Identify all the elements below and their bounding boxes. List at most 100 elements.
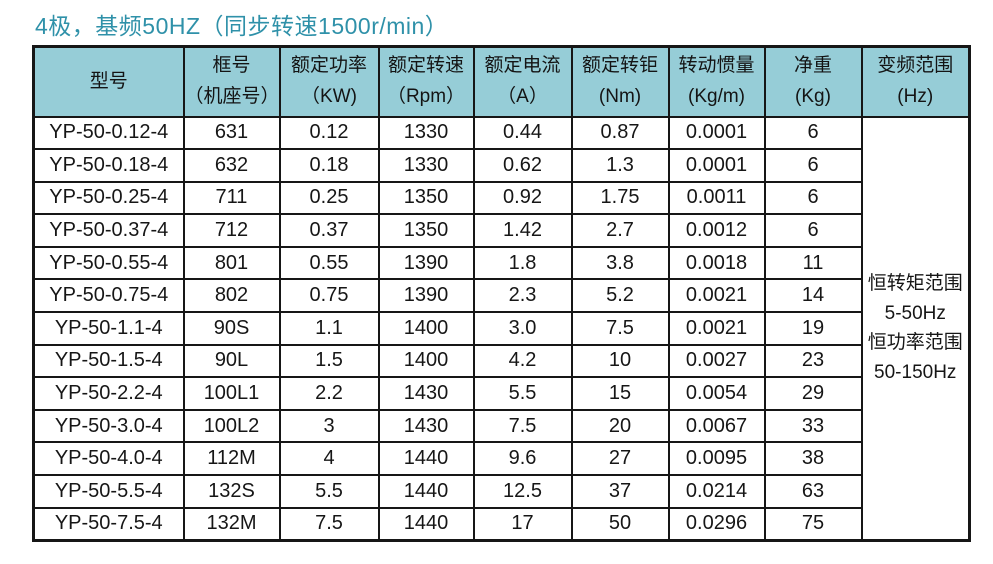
table-row: YP-50-7.5-4 132M 7.5 1440 17 50 0.0296 7… [32, 506, 970, 542]
cell-power: 5.5 [278, 474, 380, 509]
cell-torque: 27 [570, 441, 670, 477]
cell-speed: 1390 [377, 278, 475, 314]
cell-speed: 1430 [377, 408, 475, 444]
cell-weight: 33 [763, 408, 863, 444]
freq-range-line: 50-150Hz [874, 361, 957, 383]
cell-inertia: 0.0054 [667, 376, 766, 411]
header-rated-speed: 额定转速 （Rpm） [377, 45, 475, 118]
cell-torque: 50 [570, 506, 670, 542]
header-frame-line2: （机座号） [184, 85, 280, 107]
header-rated-current-line1: 额定电流 [484, 55, 561, 77]
cell-frame: 90L [182, 343, 281, 379]
header-row: 型号 框号 （机座号） 额定功率 （KW) 额定转速 （Rpm） 额定电流 （A… [32, 45, 971, 118]
header-rated-current-line2: （A） [497, 85, 548, 107]
cell-weight: 6 [763, 115, 863, 151]
table-header: 型号 框号 （机座号） 额定功率 （KW) 额定转速 （Rpm） 额定电流 （A… [32, 45, 971, 118]
cell-weight: 6 [763, 213, 863, 248]
cell-model: YP-50-5.5-4 [32, 474, 185, 509]
cell-inertia: 0.0021 [667, 278, 766, 314]
header-model-label: 型号 [89, 70, 128, 92]
cell-weight: 14 [763, 278, 863, 314]
cell-torque: 2.7 [570, 213, 670, 248]
cell-model: YP-50-0.12-4 [32, 115, 185, 151]
cell-weight: 23 [763, 343, 863, 379]
header-rated-speed-line2: （Rpm） [386, 85, 466, 107]
cell-power: 1.1 [278, 311, 380, 346]
header-rated-power-line2: （KW) [301, 85, 357, 107]
header-model: 型号 [32, 45, 185, 118]
table-row: YP-50-1.1-4 90S 1.1 1400 3.0 7.5 0.0021 … [32, 311, 970, 346]
cell-inertia: 0.0001 [667, 115, 766, 151]
freq-range-line: 恒功率范围 [867, 332, 963, 354]
cell-current: 0.44 [472, 115, 573, 151]
cell-model: YP-50-0.75-4 [32, 278, 185, 314]
cell-torque: 5.2 [570, 278, 670, 314]
cell-speed: 1440 [377, 474, 475, 509]
cell-frame: 802 [182, 278, 281, 314]
cell-frame: 132M [182, 506, 281, 542]
page-title: 4极，基频50HZ（同步转速1500r/min） [35, 13, 449, 39]
cell-inertia: 0.0012 [667, 213, 766, 248]
table-row: YP-50-0.25-4 711 0.25 1350 0.92 1.75 0.0… [32, 180, 970, 216]
cell-inertia: 0.0018 [667, 245, 766, 281]
cell-torque: 7.5 [570, 311, 670, 346]
cell-current: 1.42 [472, 213, 573, 248]
header-rated-torque-line1: 额定转钜 [581, 55, 658, 77]
cell-speed: 1440 [377, 506, 475, 542]
cell-weight: 63 [763, 474, 863, 509]
cell-current: 5.5 [472, 376, 573, 411]
cell-power: 1.5 [278, 343, 380, 379]
freq-range-line: 5-50Hz [884, 302, 946, 324]
table-row: YP-50-3.0-4 100L2 3 1430 7.5 20 0.0067 3… [32, 408, 970, 444]
cell-inertia: 0.0021 [667, 311, 766, 346]
header-frame-line1: 框号 [212, 55, 251, 77]
cell-inertia: 0.0027 [667, 343, 766, 379]
table-row: YP-50-0.55-4 801 0.55 1390 1.8 3.8 0.001… [32, 245, 970, 281]
cell-weight: 75 [763, 506, 863, 542]
header-inertia-line2: (Kg/m) [688, 85, 745, 107]
cell-current: 4.2 [472, 343, 573, 379]
header-rated-power: 额定功率 （KW) [278, 45, 380, 118]
cell-speed: 1350 [377, 213, 475, 248]
cell-model: YP-50-0.25-4 [32, 180, 185, 216]
header-inertia-line1: 转动惯量 [678, 55, 755, 77]
cell-torque: 1.75 [570, 180, 670, 216]
cell-frame: 100L1 [182, 376, 281, 411]
cell-frame: 801 [182, 245, 281, 281]
cell-power: 0.55 [278, 245, 380, 281]
table-row: YP-50-0.75-4 802 0.75 1390 2.3 5.2 0.002… [32, 278, 970, 314]
cell-speed: 1400 [377, 311, 475, 346]
cell-power: 0.75 [278, 278, 380, 314]
header-inertia: 转动惯量 (Kg/m) [667, 45, 766, 118]
cell-weight: 29 [763, 376, 863, 411]
header-freq-range-line1: 变频范围 [877, 55, 954, 77]
cell-current: 0.62 [472, 148, 573, 183]
cell-inertia: 0.0067 [667, 408, 766, 444]
header-freq-range: 变频范围 (Hz) [860, 45, 971, 118]
cell-model: YP-50-7.5-4 [32, 506, 185, 542]
cell-weight: 38 [763, 441, 863, 477]
cell-speed: 1400 [377, 343, 475, 379]
header-net-weight-line2: (Kg) [795, 85, 831, 107]
cell-current: 7.5 [472, 408, 573, 444]
table-row: YP-50-5.5-4 132S 5.5 1440 12.5 37 0.0214… [32, 474, 970, 509]
cell-torque: 37 [570, 474, 670, 509]
cell-power: 0.18 [278, 148, 380, 183]
cell-frame: 632 [182, 148, 281, 183]
header-net-weight: 净重 (Kg) [763, 45, 863, 118]
cell-speed: 1330 [377, 115, 475, 151]
cell-weight: 6 [763, 180, 863, 216]
cell-weight: 6 [763, 148, 863, 183]
cell-inertia: 0.0011 [667, 180, 766, 216]
table-body: YP-50-0.12-4 631 0.12 1330 0.44 0.87 0.0… [32, 115, 971, 542]
cell-torque: 3.8 [570, 245, 670, 281]
cell-model: YP-50-1.1-4 [32, 311, 185, 346]
cell-model: YP-50-0.18-4 [32, 148, 185, 183]
table-row: YP-50-2.2-4 100L1 2.2 1430 5.5 15 0.0054… [32, 376, 970, 411]
header-rated-torque-line2: (Nm) [598, 85, 642, 107]
header-rated-torque: 额定转钜 (Nm) [570, 45, 670, 118]
cell-power: 0.25 [278, 180, 380, 216]
cell-current: 1.8 [472, 245, 573, 281]
cell-inertia: 0.0095 [667, 441, 766, 477]
cell-model: YP-50-3.0-4 [32, 408, 185, 444]
